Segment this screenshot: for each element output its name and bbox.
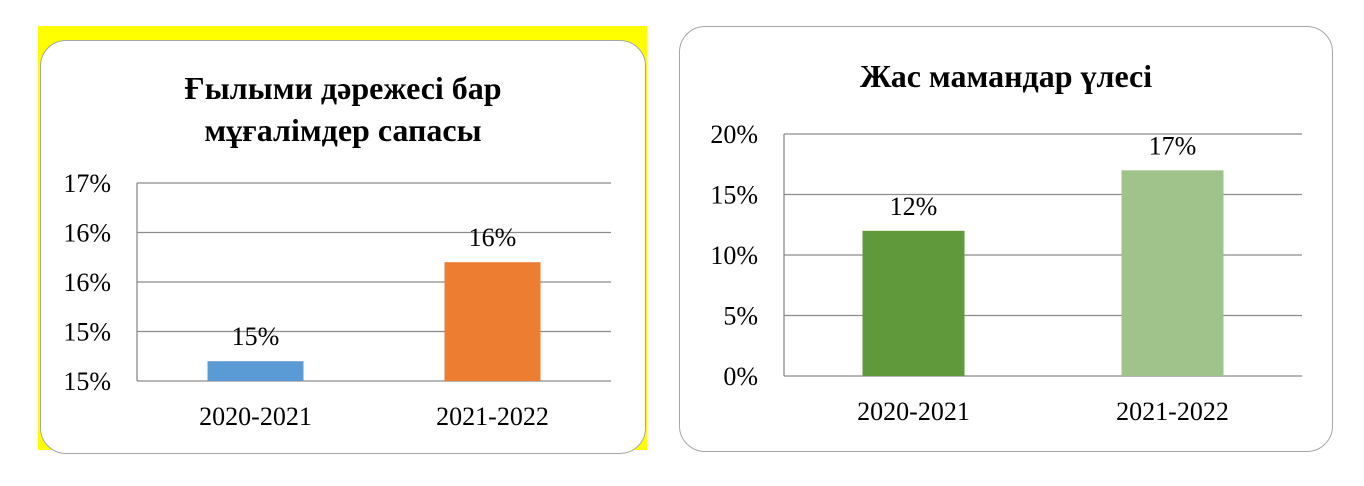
chart2-bar-2021-2022 (1121, 170, 1224, 376)
chart1-y-tick-label: 15% (63, 367, 111, 396)
chart1-title-line-2: мұғалімдер сапасы (204, 112, 482, 148)
chart1-title-line-1: Ғылыми дәрежесі бар (184, 70, 502, 106)
chart2-data-label: 17% (1149, 131, 1197, 160)
chart1-title: Ғылыми дәрежесі бар мұғалімдер сапасы (41, 67, 645, 151)
chart1-data-label: 15% (232, 322, 280, 351)
chart2-y-tick-label: 10% (710, 241, 758, 270)
chart2-y-tick-label: 15% (710, 181, 758, 210)
chart1-x-tick-label: 2020-2021 (199, 402, 312, 431)
chart1-bar-2021-2022 (444, 262, 541, 381)
chart2-title-line-1: Жас мамандар үлесі (859, 58, 1153, 94)
chart1-x-tick-label: 2021-2022 (436, 402, 549, 431)
chart1-data-label: 16% (469, 223, 517, 252)
chart1-bar-2020-2021 (207, 361, 304, 381)
chart2-bar-2020-2021 (862, 230, 965, 376)
chart2-card: Жас мамандар үлесі 20% 15% 10% 5% 0% 12% 2020-… (679, 26, 1333, 452)
chart1-plot: 17% 16% 16% 15% 15% 15% 2020-2021 16% 2021-2022 (63, 169, 611, 431)
chart1-y-tick-label: 15% (63, 318, 111, 347)
chart1-card: Ғылыми дәрежесі бар мұғалімдер сапасы 17… (40, 40, 646, 454)
chart2-plot: 20% 15% 10% 5% 0% 12% 2020-2021 17% 2021-2022 (710, 120, 1302, 426)
chart2-title: Жас мамандар үлесі (680, 55, 1332, 97)
chart1-y-tick-label: 17% (63, 169, 111, 198)
chart2-data-label: 12% (890, 192, 938, 221)
chart2-x-tick-label: 2021-2022 (1116, 397, 1229, 426)
chart2-y-tick-label: 20% (710, 120, 758, 149)
chart2-x-tick-label: 2020-2021 (857, 397, 970, 426)
chart1-y-tick-label: 16% (63, 268, 111, 297)
chart2-y-tick-label: 0% (723, 362, 758, 391)
chart1-y-tick-label: 16% (63, 219, 111, 248)
chart2-y-tick-label: 5% (723, 302, 758, 331)
